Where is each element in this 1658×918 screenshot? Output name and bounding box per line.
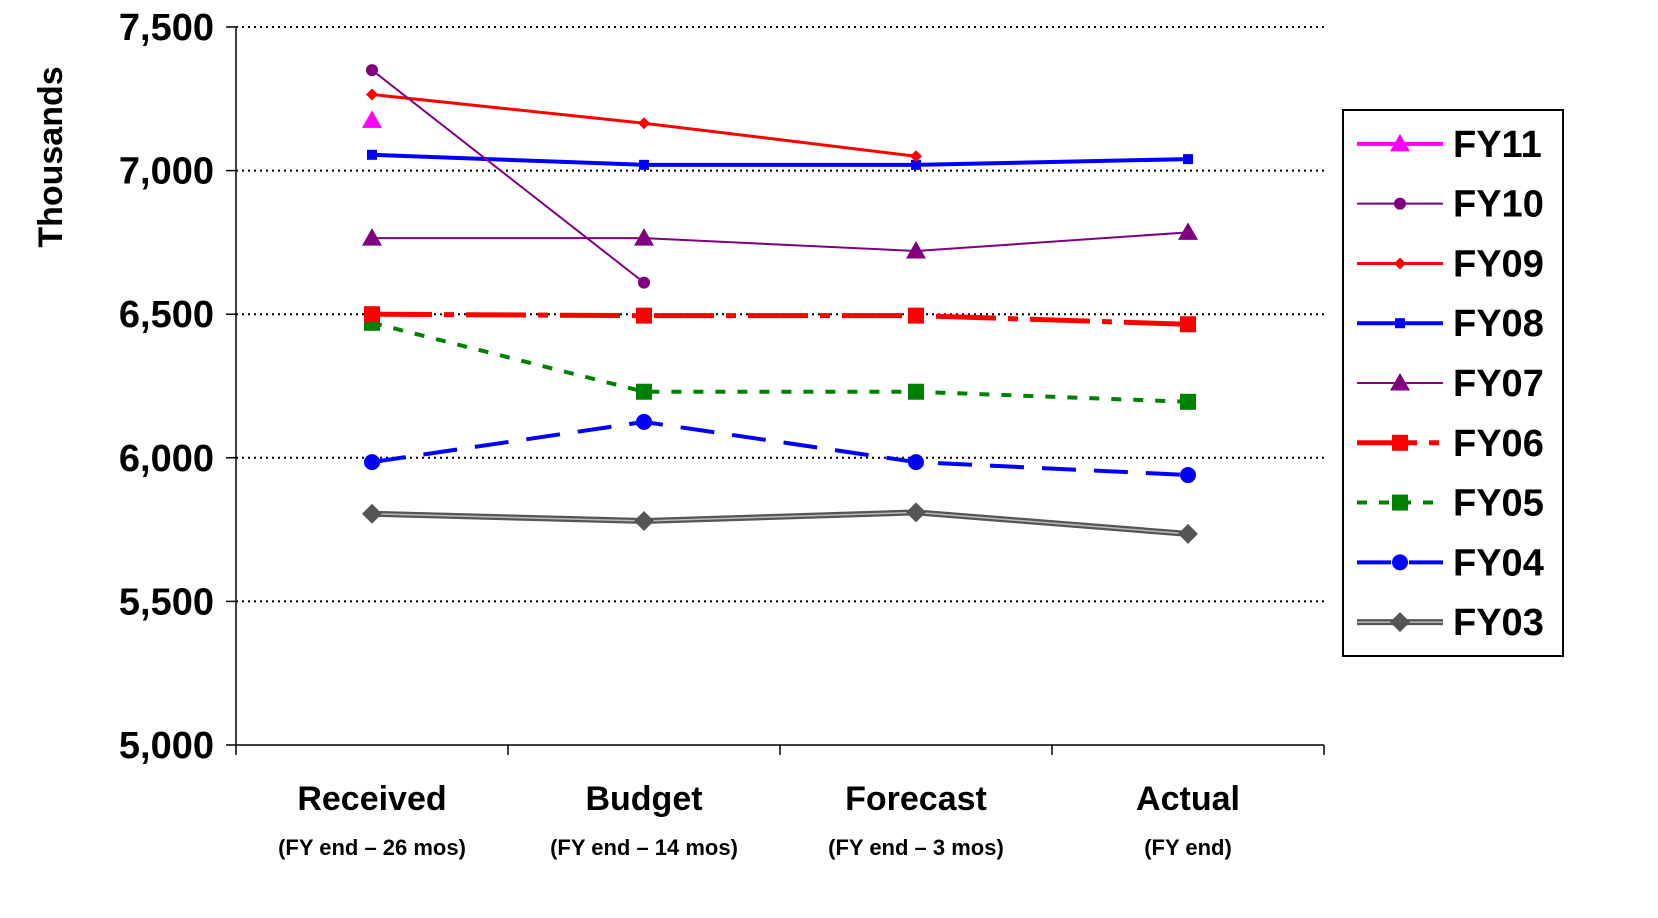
data-point-fy04 [636,413,652,430]
data-point-fy03 [906,502,926,523]
series-fy06 [364,306,1196,333]
legend-swatch-marker-fy03 [1390,612,1410,633]
legend-item-fy08: FY08 [1357,303,1544,345]
x-tick-sublabel: (FY end – 14 mos) [550,835,738,860]
legend-label-fy11: FY11 [1453,124,1542,166]
data-point-fy07 [1178,222,1198,240]
y-tick-label: 6,500 [119,294,214,336]
y-tick-label: 7,500 [119,7,214,49]
series-line-fy06 [371,311,1189,327]
legend-item-fy09: FY09 [1357,243,1544,285]
legend-label-fy10: FY10 [1453,184,1544,226]
data-point-fy05 [636,383,652,400]
legend-label-fy05: FY05 [1453,483,1544,525]
legend-item-fy04: FY04 [1357,542,1544,584]
legend-swatch-marker-fy05 [1392,494,1408,511]
legend-swatch-marker-fy04 [1392,554,1408,571]
y-tick-label: 7,000 [119,151,214,193]
data-point-fy07 [906,241,926,259]
data-point-fy04 [1180,467,1196,484]
legend-label-fy04: FY04 [1453,542,1544,584]
legend-swatch-marker-fy09 [1394,257,1406,270]
series-line-fy05 [371,320,1189,404]
series-fy10 [366,64,650,289]
series-fy09 [366,88,922,163]
data-point-fy08 [367,149,377,160]
series-fy08 [367,149,1193,170]
x-tick-sublabel: (FY end – 3 mos) [828,835,1004,860]
legend-swatch-marker-fy10 [1394,197,1406,210]
series-line-fy10 [371,69,645,284]
data-point-fy09 [366,88,378,101]
series-line-fy03 [371,509,1189,537]
legend-swatch-marker-fy07 [1390,373,1410,391]
data-point-fy04 [364,454,380,471]
legend-label-fy09: FY09 [1453,243,1544,285]
x-tick-label: Forecast [845,780,987,818]
series-fy07 [362,222,1198,259]
y-tick-label: 6,000 [119,438,214,480]
x-tick-sublabel: (FY end) [1144,835,1232,860]
data-point-fy03 [634,510,654,531]
data-point-fy11 [362,110,382,128]
data-point-fy03 [1178,523,1198,544]
data-point-fy05 [1180,393,1196,410]
legend-item-fy03: FY03 [1357,602,1544,644]
x-tick-label: Actual [1136,780,1240,818]
series-fy11 [362,110,382,128]
series-line-fy03-highlight [371,511,1189,535]
legend-item-fy11: FY11 [1357,124,1542,166]
data-point-fy07 [362,228,382,246]
data-point-fy06 [364,306,380,323]
legend-label-fy07: FY07 [1453,363,1544,405]
data-point-fy09 [910,150,922,163]
data-point-fy06 [908,307,924,324]
legend-label-fy03: FY03 [1453,602,1544,644]
legend-swatch-marker-fy11 [1390,133,1410,152]
legend-swatch-marker-fy08 [1395,318,1405,329]
data-point-fy04 [908,454,924,471]
series-line-fy08 [371,152,1189,167]
series-fy05 [364,314,1196,410]
data-point-fy08 [1183,154,1193,165]
series-fy03 [362,502,1198,544]
series [362,64,1198,544]
data-point-fy06 [636,307,652,324]
legend-swatch-marker-fy06 [1392,434,1408,451]
data-point-fy07 [634,228,654,246]
legend-item-fy05: FY05 [1357,483,1544,525]
x-tick-label: Budget [585,780,702,818]
data-point-fy08 [639,159,649,170]
data-point-fy10 [638,276,650,289]
data-point-fy08 [911,159,921,170]
x-tick-sublabel: (FY end – 26 mos) [278,835,466,860]
legend-item-fy06: FY06 [1357,423,1544,465]
series-fy04 [364,413,1196,484]
legend-item-fy10: FY10 [1357,184,1544,226]
data-point-fy05 [908,383,924,400]
series-line-fy04 [371,419,1189,478]
y-tick-label: 5,000 [119,725,214,767]
x-tick-label: Received [297,780,446,818]
legend-label-fy08: FY08 [1453,303,1544,345]
y-tick-label: 5,500 [119,581,214,623]
data-point-fy10 [366,64,378,77]
y-axis-label: Thousands [32,66,70,247]
axes: 5,000 5,500 6,000 6,500 7,000 7,500 Received (F… [119,7,1325,860]
series-line-fy07 [372,231,1189,253]
legend: FY11 FY10 FY09 FY08 FY07 FY06 FY05 FY04 FY03 [1342,109,1564,657]
data-point-fy03 [362,503,382,524]
data-point-fy09 [638,117,650,130]
legend-label-fy06: FY06 [1453,423,1544,465]
data-point-fy06 [1180,316,1196,333]
legend-item-fy07: FY07 [1357,363,1544,405]
